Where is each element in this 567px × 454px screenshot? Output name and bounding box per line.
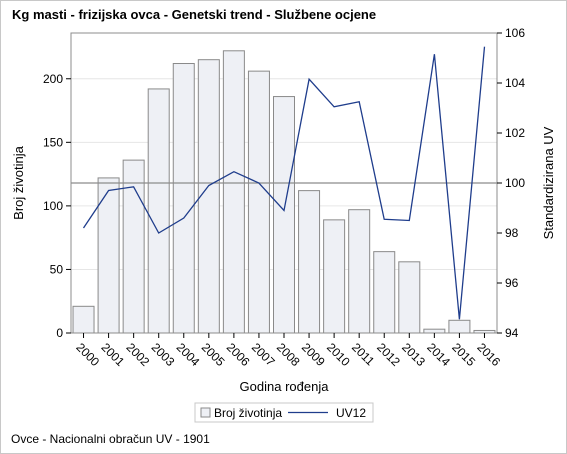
- y-right-tick-label: 98: [505, 226, 519, 240]
- x-tick-label: 2002: [124, 340, 153, 369]
- bar: [247, 70, 270, 334]
- series-line-uv12: [82, 46, 486, 320]
- bar: [222, 50, 245, 334]
- bar: [172, 63, 195, 334]
- x-tick-label: 2009: [299, 340, 328, 369]
- x-tick-label: 2015: [449, 340, 478, 369]
- legend-box: [194, 402, 374, 423]
- x-tick-label: 2010: [324, 340, 353, 369]
- y-left-axis-label: Broj životinja: [11, 145, 26, 219]
- y-right-tick-label: 104: [505, 76, 525, 90]
- y-right-axis-label: Standardizirana UV: [541, 126, 556, 239]
- footnote: Ovce - Nacionalni obračun UV - 1901: [11, 432, 210, 446]
- bar: [273, 96, 295, 334]
- y-left-tick-label: 200: [43, 72, 63, 86]
- x-axis-label: Godina rođenja: [240, 379, 330, 394]
- x-tick-label: 2007: [249, 340, 278, 369]
- x-tick-label: 2013: [399, 340, 428, 369]
- y-left-tick-label: 100: [43, 199, 63, 213]
- chart-title: Kg masti - frizijska ovca - Genetski tre…: [12, 7, 377, 22]
- x-tick-label: 2008: [274, 340, 303, 369]
- x-tick-label: 2004: [174, 340, 203, 369]
- bar: [147, 88, 170, 334]
- bar: [423, 328, 446, 334]
- bar: [348, 209, 371, 334]
- x-tick-label: 2006: [224, 340, 253, 369]
- y-right-tick-label: 106: [505, 26, 525, 40]
- x-tick-label: 2005: [199, 340, 228, 369]
- x-tick-label: 2001: [98, 340, 127, 369]
- y-left-tick-label: 0: [56, 326, 63, 340]
- y-right-tick-label: 102: [505, 126, 525, 140]
- bar: [448, 319, 471, 334]
- x-tick-label: 2000: [73, 340, 102, 369]
- y-left-tick-label: 50: [50, 262, 64, 276]
- bar: [122, 159, 145, 334]
- bar: [298, 190, 321, 334]
- x-tick-label: 2012: [374, 340, 403, 369]
- bar: [373, 251, 396, 334]
- y-left-tick-label: 150: [43, 135, 63, 149]
- x-tick-label: 2003: [149, 340, 178, 369]
- legend-label-bar: Broj životinja: [214, 406, 282, 420]
- x-tick-label: 2011: [349, 340, 377, 368]
- bar: [197, 59, 220, 334]
- legend-swatch-bar: [200, 407, 211, 418]
- y-right-tick-label: 100: [505, 176, 525, 190]
- y-right-tick-label: 96: [505, 276, 519, 290]
- bar: [72, 305, 95, 334]
- y-right-tick-label: 94: [505, 326, 519, 340]
- x-tick-label: 2016: [474, 340, 503, 369]
- x-tick-label: 2014: [424, 340, 453, 369]
- bar: [398, 261, 421, 334]
- bar: [323, 219, 346, 334]
- legend-label-line: UV12: [336, 406, 366, 420]
